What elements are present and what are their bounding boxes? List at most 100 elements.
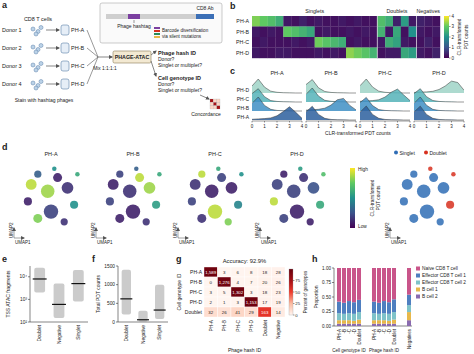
cluster (75, 172, 80, 177)
umap-points (24, 167, 80, 226)
matrix-cell (218, 297, 232, 307)
tick-label: 50 (295, 290, 300, 295)
heatmap-cell (401, 27, 409, 38)
axis-title: UMAP2 (173, 222, 178, 238)
cluster: Doublet (446, 201, 454, 209)
cluster (126, 204, 140, 218)
matrix-cell (258, 267, 272, 277)
bar-segment (337, 320, 341, 323)
tick-label: 4 (301, 124, 304, 129)
cluster (61, 218, 68, 225)
matrix-cell (204, 277, 218, 287)
bar-segment (347, 313, 351, 320)
column-label: PH-A (209, 319, 214, 331)
colorbar-title: CLR-transformed (457, 18, 462, 55)
tick-label: 2 (384, 124, 387, 129)
matrix-cell (231, 277, 245, 287)
heatmap-cell (424, 16, 432, 27)
heatmap-cell (283, 37, 291, 48)
matrix-cell (204, 287, 218, 297)
bar-segment (357, 324, 361, 326)
group-label: Cell genotype ID (332, 348, 366, 353)
heatmap-cell (424, 48, 432, 59)
x-tick (385, 121, 386, 123)
bar-segment (392, 324, 396, 326)
umap-points (106, 167, 162, 226)
matrix-cell (245, 287, 259, 297)
axis-title: UMAP1 (179, 240, 195, 245)
y-axis (30, 266, 31, 322)
data-label: 28 (276, 270, 281, 275)
axis-title: UMAP2 (91, 222, 96, 238)
x-tick (306, 121, 307, 123)
matrix-cell (245, 307, 259, 317)
x-tick (277, 121, 278, 123)
heatmap-cell (315, 48, 323, 59)
colorbar-title: Percent of genotypes (303, 270, 308, 313)
range-band (122, 270, 131, 315)
heatmap-cell (370, 48, 378, 59)
hashtag-label: PH-A (71, 27, 84, 33)
matrix-cell (218, 277, 232, 287)
colorbar-tick (293, 292, 295, 293)
heatmap-cell (385, 48, 393, 59)
cluster: Singlet (438, 182, 450, 194)
cluster (123, 184, 137, 198)
data-label: 1,153 (246, 300, 258, 305)
bar-segment (337, 313, 341, 320)
heatmap-cell (291, 48, 299, 59)
range-band (54, 284, 65, 318)
bar-segment (342, 314, 346, 320)
x-tick (414, 121, 415, 123)
heatmap-cell (385, 16, 393, 27)
cluster: Singlet (410, 171, 417, 178)
category-label: Doublet (357, 328, 362, 344)
heatmap-cell (432, 37, 440, 48)
cluster: Singlet (402, 179, 413, 190)
bar-segment (407, 268, 411, 295)
bar-segment (392, 312, 396, 320)
y-tick (332, 297, 334, 298)
heatmap-cell (252, 48, 260, 59)
marks (33, 268, 86, 318)
umap-axis (260, 238, 270, 239)
data-label: 2 (210, 300, 213, 305)
arrow (46, 84, 59, 85)
donor-label: Donor 3 (2, 63, 22, 69)
cluster (287, 184, 301, 198)
heatmap-cell (338, 37, 346, 48)
y-tick (332, 311, 334, 312)
concordance-icon (213, 106, 216, 109)
output-text: Singlet or multiplet? (158, 87, 202, 93)
heatmap-cell (276, 16, 284, 27)
heatmap-cell (323, 27, 331, 38)
diagram-text: Phage hashtag (117, 23, 151, 29)
matrix-cell (258, 307, 272, 317)
y-tick (116, 284, 118, 285)
tick-label: 0.00 (322, 324, 331, 329)
column-label: PH-C (236, 319, 241, 331)
panel-label: a (2, 0, 8, 10)
umap-points (270, 167, 326, 226)
tick-label: 3 (396, 124, 399, 129)
heatmap-cell (268, 16, 276, 27)
y-tick (28, 276, 30, 277)
panel-label: h (312, 254, 318, 264)
tick-label: 0 (112, 320, 115, 325)
panel-a: aCD8 T cellsDonor 1PH-ADonor 2PH-BDonor … (2, 0, 222, 117)
arrow (46, 30, 59, 31)
heatmap-cell (377, 48, 385, 59)
data-label: 19 (276, 300, 281, 305)
colorbar-tick (449, 37, 451, 38)
tick-label: 1.00 (322, 266, 331, 271)
colorbar-tick (293, 315, 295, 316)
category-label: Singlet (76, 324, 81, 339)
median (137, 319, 149, 320)
axis-title: TSS ATAC fragments (5, 270, 11, 318)
bar-segment (407, 312, 411, 320)
row-label: PH-C (236, 39, 249, 45)
row-label: Doublet (185, 309, 203, 315)
tick-label: 1 (263, 124, 266, 129)
matrix-cell (204, 267, 218, 277)
legend-swatch (416, 274, 420, 278)
